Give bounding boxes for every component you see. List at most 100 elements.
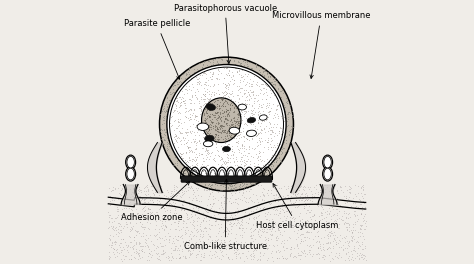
Point xyxy=(248,68,255,72)
Point xyxy=(262,211,269,215)
Point xyxy=(275,155,283,159)
Point xyxy=(204,150,212,154)
Point xyxy=(314,202,321,206)
Point xyxy=(284,148,292,152)
Point xyxy=(106,220,113,224)
Point xyxy=(268,227,275,232)
Point xyxy=(208,183,215,187)
Point xyxy=(356,256,363,260)
Point xyxy=(158,109,165,113)
Point xyxy=(241,258,248,263)
Point xyxy=(207,94,215,98)
Point xyxy=(256,124,264,128)
Point xyxy=(228,182,235,187)
Point xyxy=(197,128,204,132)
Point xyxy=(270,207,277,211)
Point xyxy=(210,107,218,112)
Point xyxy=(362,258,369,262)
Point xyxy=(284,186,292,190)
Point xyxy=(114,197,122,201)
Point xyxy=(144,206,152,211)
Point xyxy=(144,199,152,204)
Point xyxy=(178,95,186,99)
Point xyxy=(198,252,205,256)
Point xyxy=(320,252,328,257)
Point xyxy=(164,115,172,119)
Point xyxy=(351,183,359,187)
Point xyxy=(201,97,208,101)
Point xyxy=(340,235,348,239)
Point xyxy=(156,201,164,205)
Point xyxy=(226,221,234,226)
Point xyxy=(324,226,331,230)
Point xyxy=(256,142,264,147)
Point xyxy=(132,249,140,253)
Point xyxy=(309,194,316,198)
Point xyxy=(200,71,208,75)
Point xyxy=(262,169,269,174)
Point xyxy=(224,71,232,75)
Point xyxy=(205,123,213,127)
Point xyxy=(129,246,137,250)
Point xyxy=(254,232,262,236)
Point xyxy=(141,240,149,244)
Point xyxy=(208,204,216,208)
Point xyxy=(232,236,239,240)
Point xyxy=(171,244,178,248)
Point xyxy=(359,255,366,259)
Point xyxy=(227,98,235,103)
Point xyxy=(310,213,318,218)
Point xyxy=(241,244,249,248)
Point xyxy=(188,117,195,121)
Point xyxy=(245,220,252,225)
Point xyxy=(265,109,273,114)
Point xyxy=(215,105,223,109)
Point xyxy=(284,112,292,116)
Point xyxy=(144,188,152,193)
Point xyxy=(301,205,308,210)
Point xyxy=(242,186,250,190)
Point xyxy=(229,179,237,183)
Point xyxy=(192,181,200,185)
Point xyxy=(239,244,246,248)
Point xyxy=(206,125,213,129)
Point xyxy=(238,86,246,90)
Point xyxy=(256,114,264,118)
Point xyxy=(158,128,166,132)
Point xyxy=(228,182,235,186)
Point xyxy=(331,254,338,258)
Point xyxy=(362,221,369,225)
Point xyxy=(122,195,130,199)
Point xyxy=(231,104,239,108)
Point xyxy=(180,99,188,103)
Point xyxy=(232,99,239,103)
Point xyxy=(106,215,113,219)
Point xyxy=(178,190,185,195)
Point xyxy=(212,132,219,136)
Point xyxy=(214,68,222,72)
Point xyxy=(259,101,267,106)
Point xyxy=(210,216,218,220)
Text: Adhesion zone: Adhesion zone xyxy=(121,182,190,222)
Point xyxy=(140,200,148,204)
Point xyxy=(243,136,251,141)
Point xyxy=(255,114,263,119)
Point xyxy=(240,109,247,114)
Point xyxy=(182,221,190,225)
Point xyxy=(264,212,271,216)
Point xyxy=(235,241,242,245)
Point xyxy=(266,128,274,132)
Point xyxy=(358,223,366,227)
Point xyxy=(195,170,203,174)
Point xyxy=(320,183,328,187)
Point xyxy=(226,73,233,77)
Point xyxy=(226,91,233,95)
Point xyxy=(222,89,229,94)
Point xyxy=(166,131,173,136)
Point xyxy=(119,199,127,203)
Point xyxy=(321,187,329,191)
Point xyxy=(218,249,225,253)
Point xyxy=(284,123,292,127)
Point xyxy=(237,222,245,226)
Point xyxy=(205,194,213,198)
